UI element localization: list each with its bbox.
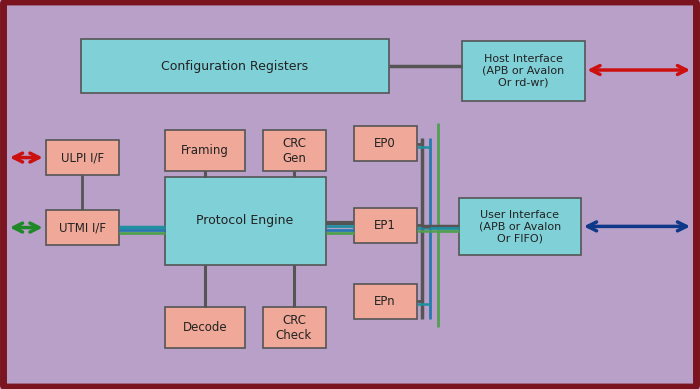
Bar xyxy=(164,307,245,348)
Bar xyxy=(262,130,326,171)
Text: EP1: EP1 xyxy=(374,219,396,232)
Bar xyxy=(262,307,326,348)
Bar xyxy=(46,140,119,175)
Text: CRC
Gen: CRC Gen xyxy=(282,137,306,165)
Bar xyxy=(46,210,119,245)
Bar xyxy=(164,177,326,265)
Bar xyxy=(164,130,245,171)
Bar xyxy=(354,208,416,243)
Bar xyxy=(354,126,416,161)
Bar xyxy=(80,39,389,93)
Text: UTMI I/F: UTMI I/F xyxy=(59,221,106,234)
Text: Host Interface
(APB or Avalon
Or rd-wr): Host Interface (APB or Avalon Or rd-wr) xyxy=(482,54,564,88)
Text: User Interface
(APB or Avalon
Or FIFO): User Interface (APB or Avalon Or FIFO) xyxy=(479,210,561,243)
Text: EP0: EP0 xyxy=(374,137,396,151)
Bar xyxy=(458,198,581,255)
Text: Protocol Engine: Protocol Engine xyxy=(197,214,293,227)
FancyBboxPatch shape xyxy=(4,2,696,387)
Text: Framing: Framing xyxy=(181,144,229,157)
Text: CRC
Check: CRC Check xyxy=(276,314,312,342)
Text: Configuration Registers: Configuration Registers xyxy=(161,60,308,73)
Text: EPn: EPn xyxy=(374,295,395,308)
Text: ULPI I/F: ULPI I/F xyxy=(61,151,104,164)
Bar xyxy=(354,284,416,319)
Text: Decode: Decode xyxy=(183,321,227,334)
Bar xyxy=(462,41,584,101)
